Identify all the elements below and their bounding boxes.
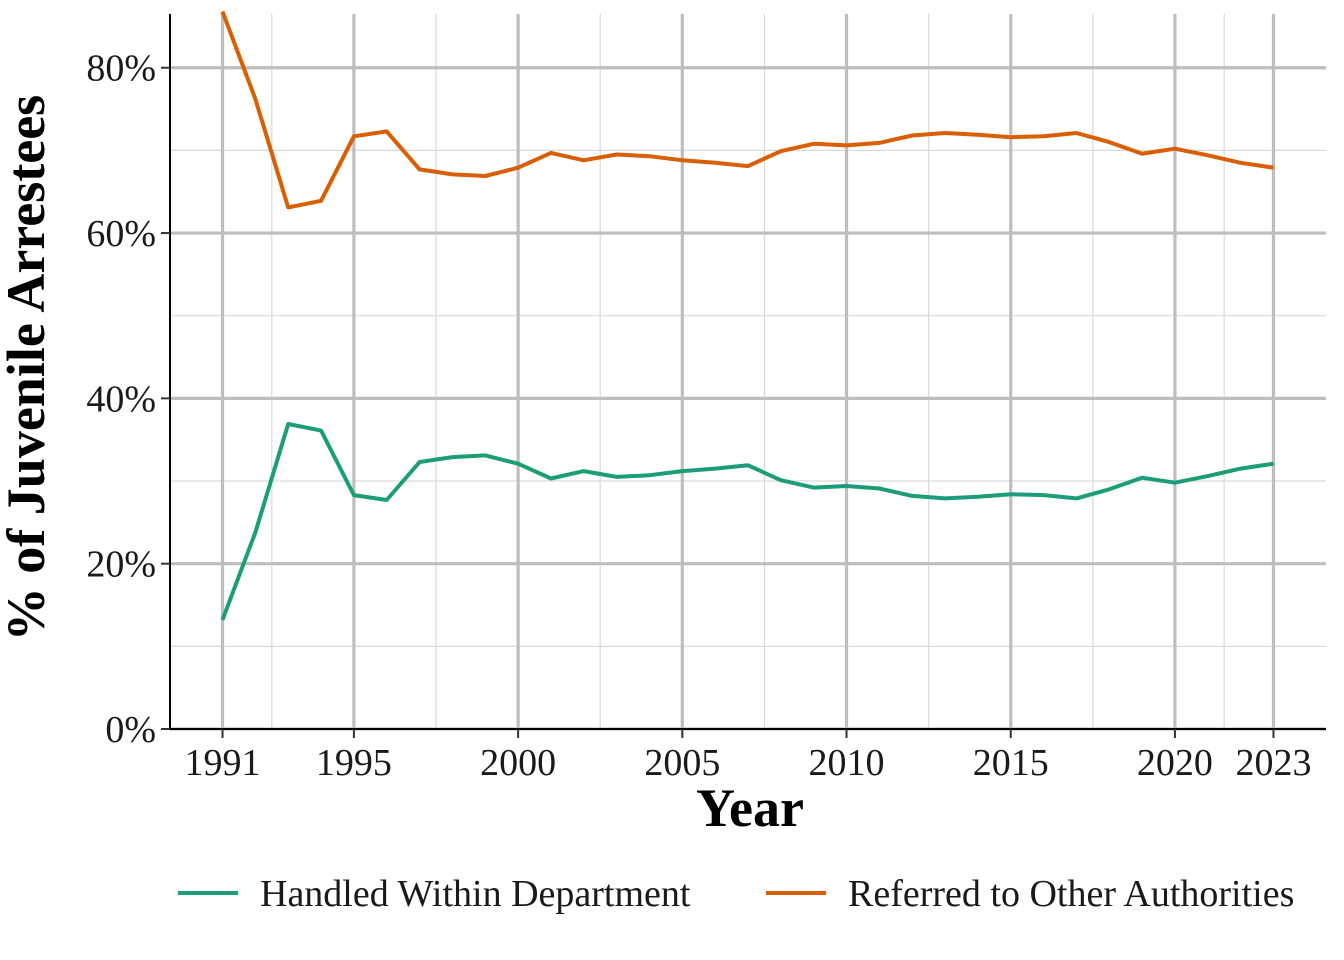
y-tick-label: 40% xyxy=(86,378,156,420)
minor-gridlines xyxy=(170,14,1326,729)
legend-label: Referred to Other Authorities xyxy=(848,873,1294,915)
y-tick-label: 80% xyxy=(86,48,156,90)
series-line-handled-within-department xyxy=(220,422,1274,621)
x-tick-label: 2020 xyxy=(1137,742,1213,784)
y-tick-label: 20% xyxy=(86,544,156,586)
series-lines xyxy=(220,10,1274,621)
legend-label: Handled Within Department xyxy=(260,873,691,915)
y-tick-label: 60% xyxy=(86,213,156,255)
x-tick-label: 1991 xyxy=(185,742,261,784)
series-line-referred-to-other-authorities xyxy=(220,10,1274,210)
x-tick-label: 1995 xyxy=(316,742,392,784)
y-axis-tick-labels: 0% 20% 40% 60% 80% xyxy=(86,48,156,751)
y-axis-title: % of Juvenile Arrestees xyxy=(0,95,56,641)
legend: Handled Within Department Referred to Oth… xyxy=(178,873,1294,915)
major-gridlines xyxy=(170,14,1326,731)
x-axis-title: Year xyxy=(696,778,804,838)
x-tick-label: 2023 xyxy=(1235,742,1311,784)
x-tick-label: 2010 xyxy=(809,742,885,784)
x-tick-label: 2015 xyxy=(973,742,1049,784)
y-tick-label: 0% xyxy=(105,709,156,751)
axes xyxy=(161,14,1326,738)
x-tick-label: 2005 xyxy=(644,742,720,784)
x-axis-tick-labels: 1991 1995 2000 2005 2010 2015 2020 2023 xyxy=(185,742,1312,784)
x-tick-label: 2000 xyxy=(480,742,556,784)
